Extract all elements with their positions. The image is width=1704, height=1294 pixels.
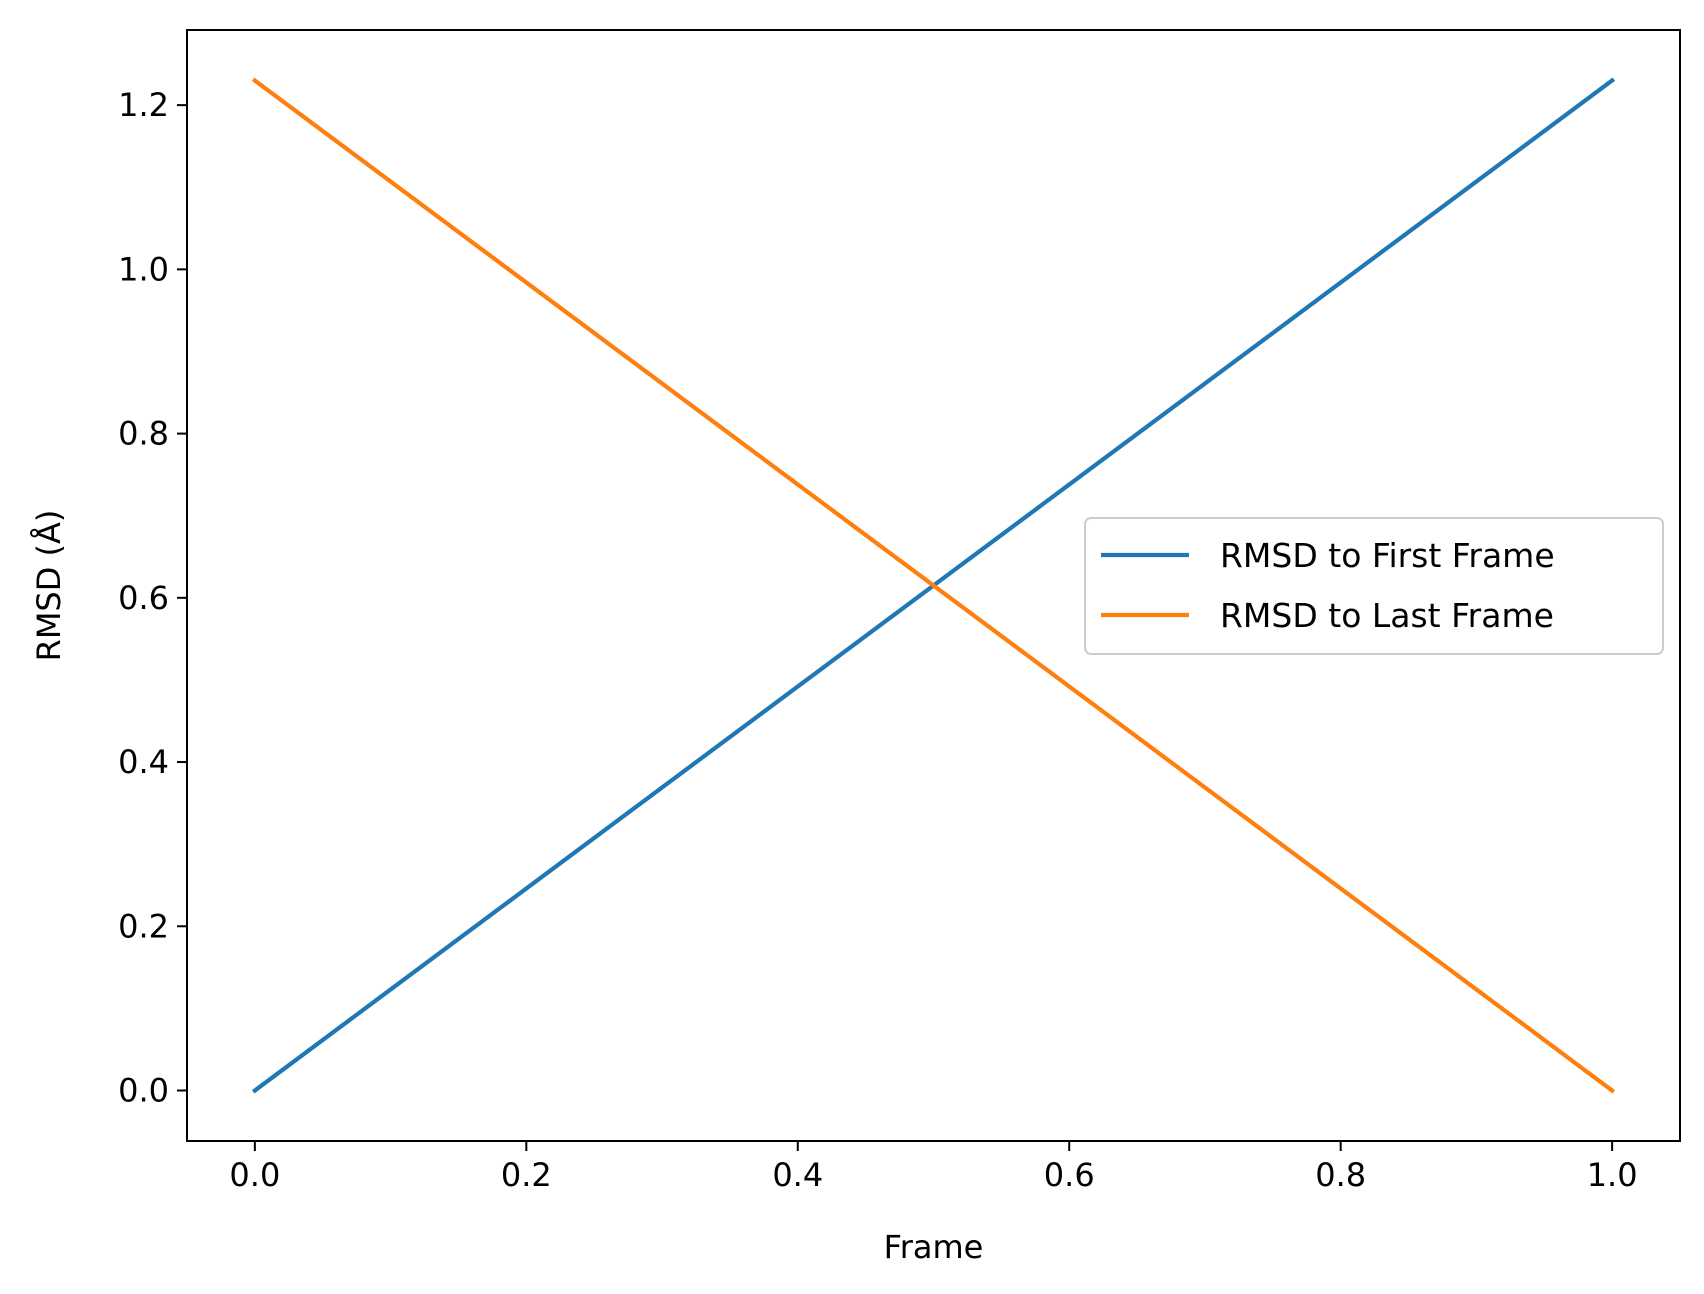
x-tick-label: 0.0 xyxy=(229,1156,280,1194)
y-tick-label: 1.2 xyxy=(118,86,169,124)
x-tick-label: 0.2 xyxy=(501,1156,552,1194)
legend-box xyxy=(1084,517,1664,655)
plot-frame xyxy=(186,29,1681,1142)
x-axis-ticks: 0.0 0.2 0.4 0.6 0.8 1.0 xyxy=(229,1141,1638,1194)
y-tick-label: 0.4 xyxy=(118,743,169,781)
legend-label-1: RMSD to First Frame xyxy=(1220,536,1555,575)
x-tick-label: 1.0 xyxy=(1587,1156,1638,1194)
legend: RMSD to First Frame RMSD to Last Frame xyxy=(1084,517,1664,655)
x-tick-label: 0.6 xyxy=(1044,1156,1095,1194)
y-tick-label: 1.0 xyxy=(118,250,169,288)
y-tick-label: 0.8 xyxy=(118,415,169,453)
y-tick-label: 0.6 xyxy=(118,579,169,617)
x-tick-label: 0.4 xyxy=(772,1156,823,1194)
series-line-2 xyxy=(251,77,1616,1094)
y-axis-label: RMSD (Å) xyxy=(30,510,68,662)
series-layer xyxy=(251,77,1616,1094)
y-tick-label: 0.0 xyxy=(118,1072,169,1110)
x-axis-label: Frame xyxy=(884,1228,984,1266)
x-tick-label: 0.8 xyxy=(1315,1156,1366,1194)
y-axis-ticks: 0.0 0.2 0.4 0.6 0.8 1.0 1.2 xyxy=(118,86,187,1110)
y-tick-label: 0.2 xyxy=(118,907,169,945)
legend-label-2: RMSD to Last Frame xyxy=(1220,596,1554,635)
